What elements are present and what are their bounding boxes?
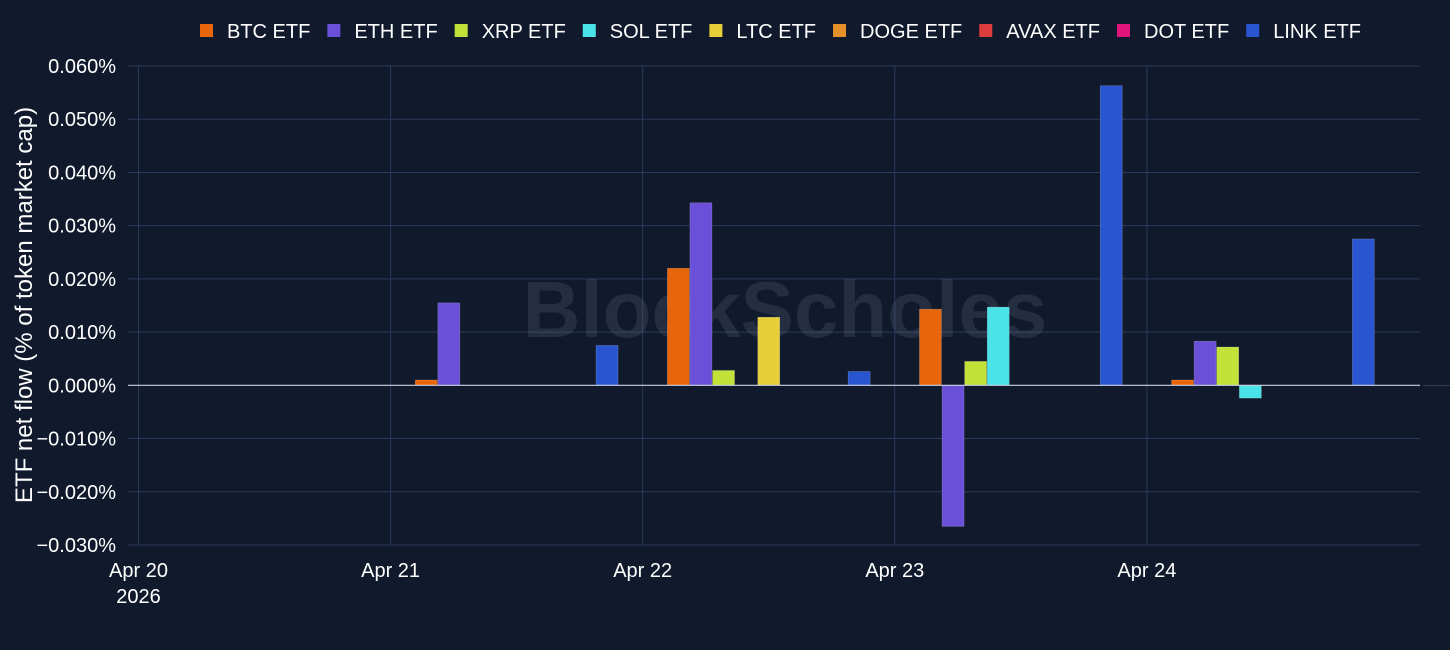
legend-item-sol-etf[interactable]: SOL ETF bbox=[582, 21, 693, 43]
y-tick-label: 0.050% bbox=[48, 109, 116, 131]
legend-swatch bbox=[833, 24, 847, 37]
bar-btc-etf bbox=[1171, 379, 1194, 386]
bar-eth-etf bbox=[437, 302, 461, 386]
bar-btc-etf bbox=[667, 267, 690, 386]
legend-swatch bbox=[454, 24, 468, 37]
bar-link-etf bbox=[1352, 238, 1375, 386]
legend-label: DOGE ETF bbox=[860, 21, 962, 43]
legend-label: LTC ETF bbox=[736, 21, 816, 43]
legend-swatch bbox=[200, 24, 213, 37]
legend-swatch bbox=[1117, 24, 1130, 37]
legend-label: DOT ETF bbox=[1144, 21, 1229, 43]
legend-swatch bbox=[327, 24, 341, 37]
legend-item-xrp-etf[interactable]: XRP ETF bbox=[454, 21, 566, 43]
legend-item-ltc-etf[interactable]: LTC ETF bbox=[709, 21, 816, 43]
y-axis-title: ETF net flow (% of token market cap) bbox=[11, 107, 38, 503]
x-tick-label: Apr 21 bbox=[361, 560, 420, 582]
bar-ltc-etf bbox=[757, 316, 781, 386]
bar-xrp-etf bbox=[964, 361, 987, 386]
legend: BTC ETF ETH ETF XRP ETF SOL ETF LTC ETF DOGE … bbox=[200, 21, 1361, 43]
legend-swatch bbox=[979, 24, 993, 37]
legend-item-dot-etf[interactable]: DOT ETF bbox=[1117, 21, 1229, 43]
legend-item-eth-etf[interactable]: ETH ETF bbox=[327, 21, 438, 43]
bar-xrp-etf bbox=[712, 370, 735, 386]
bar-eth-etf bbox=[941, 385, 965, 527]
legend-label: AVAX ETF bbox=[1006, 21, 1100, 43]
bar-eth-etf bbox=[689, 202, 713, 386]
y-tick-label: −0.020% bbox=[36, 482, 116, 504]
y-tick-label: 0.000% bbox=[48, 375, 116, 397]
legend-label: XRP ETF bbox=[482, 21, 566, 43]
x-tick-label: Apr 20 bbox=[109, 560, 168, 582]
legend-label: BTC ETF bbox=[227, 21, 310, 43]
x-tick-label: Apr 24 bbox=[1117, 560, 1176, 582]
bar-link-etf bbox=[595, 345, 619, 386]
legend-item-btc-etf[interactable]: BTC ETF bbox=[200, 21, 310, 43]
legend-item-avax-etf[interactable]: AVAX ETF bbox=[979, 21, 1100, 43]
y-tick-label: 0.020% bbox=[48, 269, 116, 291]
y-tick-label: 0.030% bbox=[48, 216, 116, 238]
y-axis-ticks: 0.060% 0.050% 0.040% 0.030% 0.020% 0.010% 0.00… bbox=[36, 56, 116, 557]
watermark: BlockScholes bbox=[523, 265, 1048, 354]
bars bbox=[128, 85, 1450, 527]
x-tick-label: Apr 23 bbox=[865, 560, 924, 582]
legend-swatch bbox=[709, 24, 723, 37]
legend-swatch bbox=[1246, 24, 1260, 37]
legend-label: SOL ETF bbox=[610, 21, 693, 43]
bar-sol-etf bbox=[986, 306, 1010, 386]
y-tick-label: 0.060% bbox=[48, 56, 116, 78]
bar-eth-etf bbox=[1193, 340, 1217, 386]
bar-link-etf bbox=[847, 371, 871, 386]
legend-label: ETH ETF bbox=[354, 21, 437, 43]
legend-label: LINK ETF bbox=[1273, 21, 1361, 43]
legend-item-link-etf[interactable]: LINK ETF bbox=[1246, 21, 1361, 43]
bar-btc-etf bbox=[414, 379, 438, 386]
x-axis-ticks: Apr 20 2026 Apr 21 Apr 22 Apr 23 Apr 24 bbox=[109, 560, 1176, 608]
legend-swatch bbox=[582, 24, 596, 37]
y-tick-label: 0.040% bbox=[48, 162, 116, 184]
bar-link-etf bbox=[1099, 85, 1123, 386]
bar-xrp-etf bbox=[1216, 346, 1240, 386]
bar-btc-etf bbox=[919, 308, 942, 386]
legend-item-doge-etf[interactable]: DOGE ETF bbox=[833, 21, 962, 43]
y-tick-label: 0.010% bbox=[48, 322, 116, 344]
bar-sol-etf bbox=[1239, 385, 1262, 399]
x-tick-label: 2026 bbox=[116, 586, 161, 608]
y-tick-label: −0.010% bbox=[36, 429, 116, 451]
x-tick-label: Apr 22 bbox=[613, 560, 672, 582]
y-tick-label: −0.030% bbox=[36, 535, 116, 557]
